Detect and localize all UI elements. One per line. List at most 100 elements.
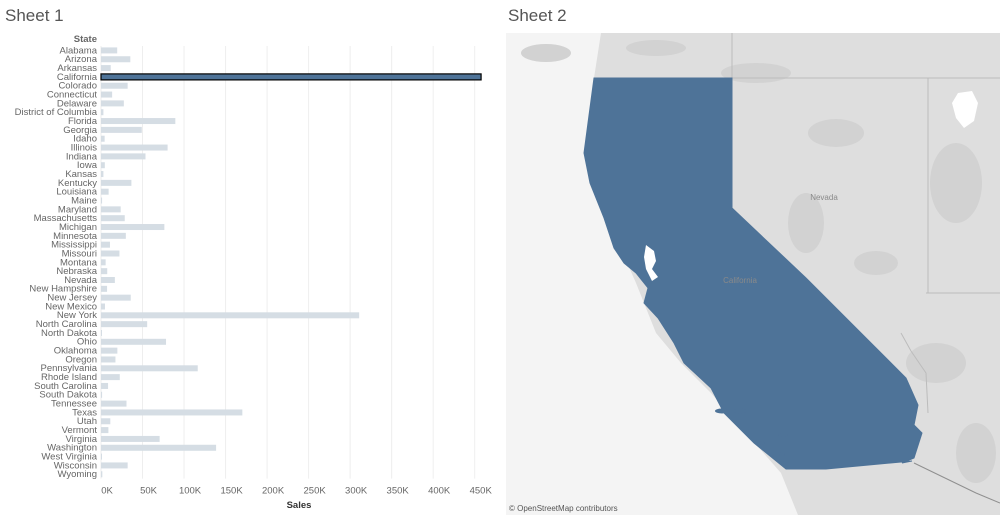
bar[interactable] (101, 171, 104, 178)
bar[interactable] (101, 276, 115, 283)
bar[interactable] (101, 409, 243, 416)
state-label[interactable]: Maine (71, 195, 97, 206)
state-label[interactable]: Georgia (63, 125, 98, 136)
bar[interactable] (101, 444, 217, 451)
bar[interactable] (101, 118, 176, 125)
state-label[interactable]: Nevada (64, 275, 97, 286)
state-label[interactable]: Virginia (65, 434, 97, 445)
bar[interactable] (101, 100, 124, 107)
bar[interactable] (101, 268, 108, 275)
bar[interactable] (101, 365, 198, 372)
state-label[interactable]: Ohio (77, 337, 97, 348)
bar[interactable] (101, 400, 127, 407)
bar[interactable] (101, 82, 128, 89)
bar[interactable] (101, 418, 111, 425)
bar[interactable] (101, 197, 103, 204)
bar[interactable] (101, 462, 128, 469)
state-label[interactable]: Massachusetts (34, 213, 98, 224)
bar[interactable] (101, 374, 120, 381)
state-label[interactable]: Illinois (71, 142, 98, 153)
state-label[interactable]: South Carolina (34, 381, 98, 392)
california-shape[interactable] (583, 77, 923, 470)
bar[interactable] (101, 338, 167, 345)
bar[interactable] (101, 162, 105, 169)
bar[interactable] (101, 321, 148, 328)
bar[interactable] (101, 56, 131, 63)
bar[interactable] (101, 356, 116, 363)
bar-selected[interactable] (100, 73, 482, 81)
bar[interactable] (101, 435, 160, 442)
sales-bar-chart[interactable]: AlabamaArizonaArkansasCaliforniaColorado… (0, 0, 500, 515)
state-label[interactable]: Texas (72, 407, 97, 418)
state-label[interactable]: Pennsylvania (40, 363, 97, 374)
bar[interactable] (101, 312, 360, 319)
state-label[interactable]: Maryland (58, 204, 97, 215)
state-label[interactable]: Wisconsin (54, 460, 97, 471)
bar[interactable] (101, 285, 108, 292)
california-map[interactable]: Nevada California © OpenStreetMap contri… (506, 33, 1000, 515)
state-label[interactable]: Arizona (65, 54, 98, 65)
bar[interactable] (101, 453, 102, 460)
state-label[interactable]: Missouri (62, 248, 97, 259)
state-label[interactable]: New Jersey (47, 293, 97, 304)
state-label[interactable]: Utah (77, 416, 97, 427)
state-label[interactable]: Idaho (73, 134, 97, 145)
bar[interactable] (101, 382, 109, 389)
state-label[interactable]: Vermont (62, 425, 98, 436)
bar[interactable] (101, 294, 131, 301)
state-label[interactable]: Oklahoma (54, 346, 98, 357)
bar[interactable] (101, 471, 103, 478)
state-label[interactable]: North Carolina (36, 319, 98, 330)
bar[interactable] (101, 47, 118, 54)
state-label[interactable]: North Dakota (41, 328, 98, 339)
state-label[interactable]: New York (57, 310, 97, 321)
state-label[interactable]: South Dakota (39, 390, 97, 401)
bar[interactable] (101, 215, 125, 222)
bar[interactable] (101, 135, 105, 142)
state-label[interactable]: Kansas (65, 169, 97, 180)
state-label[interactable]: Delaware (57, 98, 97, 109)
bar[interactable] (101, 91, 113, 98)
state-label[interactable]: Florida (68, 116, 98, 127)
state-label[interactable]: Louisiana (56, 187, 97, 198)
state-label[interactable]: California (57, 72, 98, 83)
state-label[interactable]: Kentucky (58, 178, 97, 189)
bar[interactable] (101, 65, 111, 72)
bar[interactable] (101, 206, 121, 213)
bar[interactable] (101, 179, 132, 186)
state-label[interactable]: Alabama (60, 45, 98, 56)
bar[interactable] (101, 126, 142, 133)
bar[interactable] (101, 188, 109, 195)
state-label[interactable]: Indiana (66, 151, 98, 162)
state-label[interactable]: Montana (60, 257, 98, 268)
bar[interactable] (101, 329, 102, 336)
state-label[interactable]: Connecticut (47, 89, 98, 100)
state-label[interactable]: Nebraska (56, 266, 97, 277)
bar[interactable] (101, 109, 104, 116)
bar[interactable] (101, 303, 105, 310)
state-label[interactable]: New Hampshire (29, 284, 97, 295)
state-label[interactable]: Colorado (58, 81, 97, 92)
state-label[interactable]: Wyoming (57, 469, 97, 480)
state-label[interactable]: District of Columbia (15, 107, 98, 118)
state-label[interactable]: Tennessee (51, 399, 97, 410)
bar[interactable] (101, 391, 103, 398)
state-label[interactable]: Iowa (77, 160, 98, 171)
state-label[interactable]: West Virginia (41, 452, 97, 463)
state-label[interactable]: New Mexico (45, 301, 97, 312)
bar[interactable] (101, 347, 118, 354)
bar[interactable] (101, 427, 109, 434)
state-label[interactable]: Minnesota (53, 231, 98, 242)
state-label[interactable]: Mississippi (51, 240, 97, 251)
bar[interactable] (101, 259, 106, 266)
bar[interactable] (101, 153, 146, 160)
bar[interactable] (101, 241, 110, 248)
state-label[interactable]: Arkansas (57, 63, 97, 74)
bar[interactable] (101, 144, 168, 151)
state-label[interactable]: Washington (47, 443, 97, 454)
state-label[interactable]: Michigan (59, 222, 97, 233)
bar[interactable] (101, 232, 126, 239)
bar[interactable] (101, 224, 165, 231)
state-label[interactable]: Oregon (65, 354, 97, 365)
bar[interactable] (101, 250, 120, 257)
